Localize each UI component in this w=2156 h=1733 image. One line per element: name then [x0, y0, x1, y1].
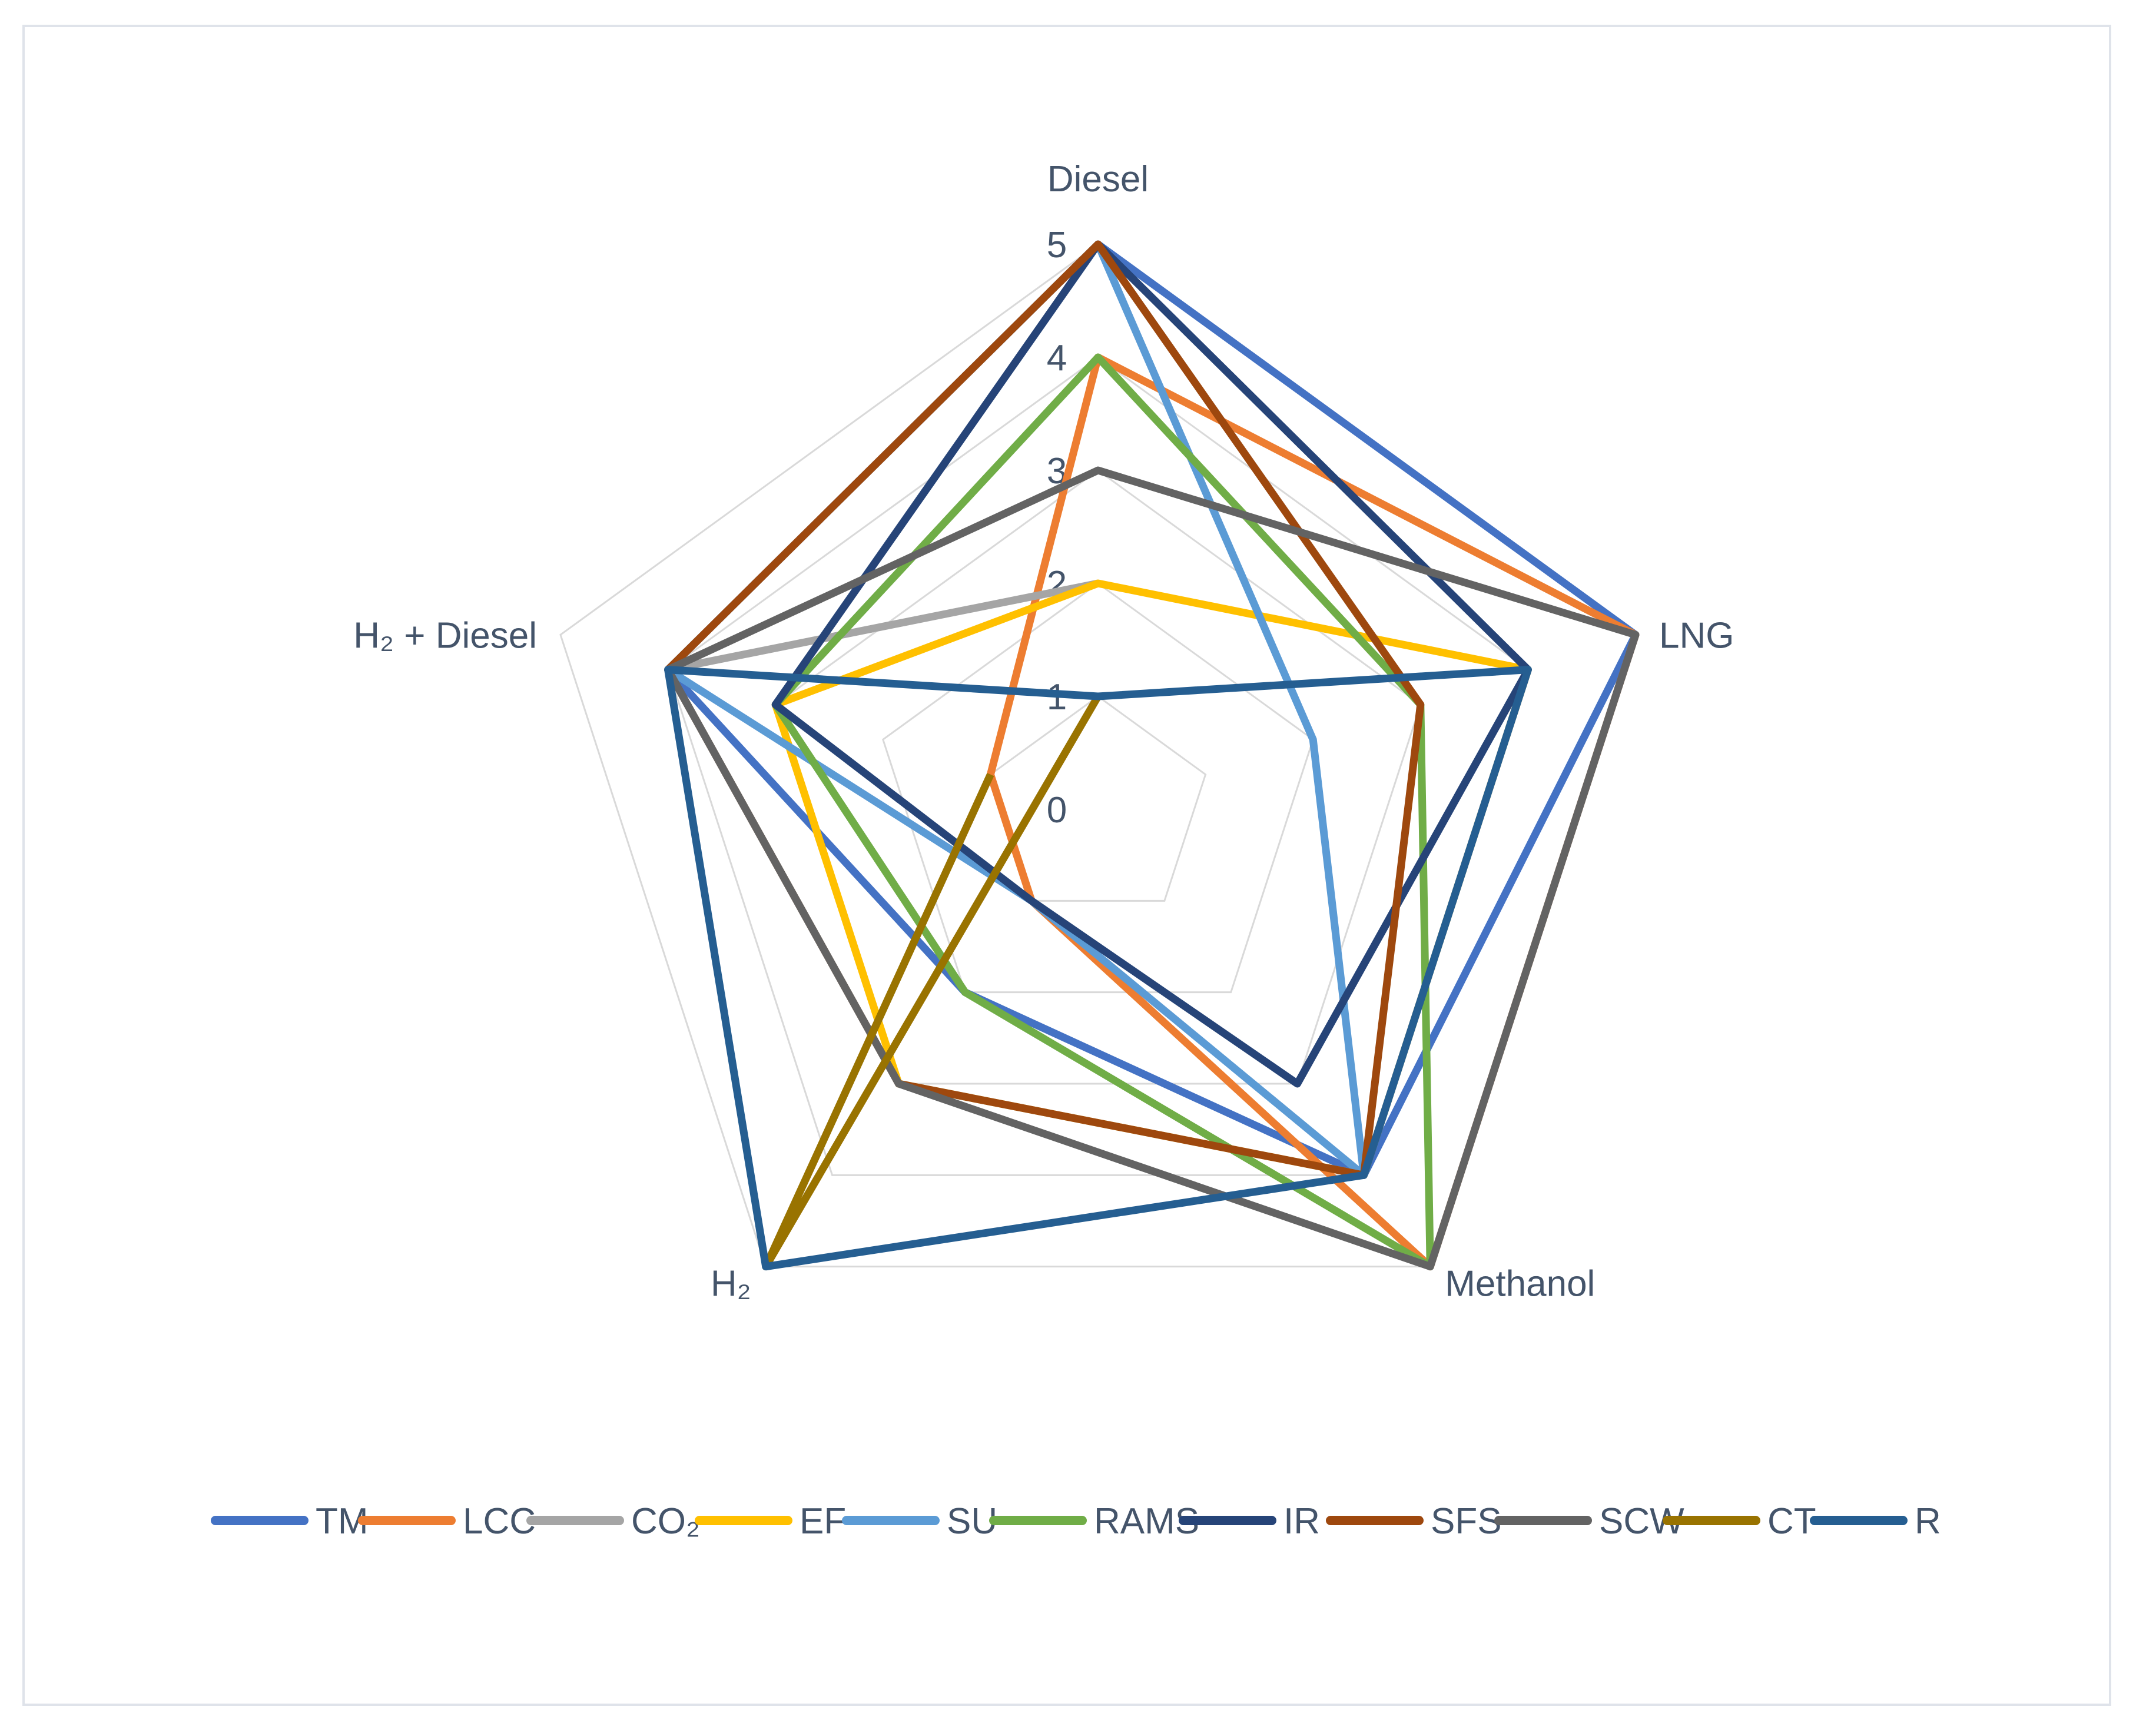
legend: TM LCC CO₂ EF SU RAMS IR SFS SCW CT R: [211, 1501, 1941, 1542]
axis-label-1: LNG: [1659, 615, 1734, 656]
series-line-rams: [771, 353, 1434, 1271]
series-line-r: [664, 666, 1532, 1271]
axis-label-4: H₂ + Diesel: [353, 615, 537, 656]
legend-label-co: CO₂: [631, 1501, 700, 1542]
series-line-su: [664, 240, 1368, 1179]
chart-frame: [22, 25, 2111, 1706]
grid-layer: [559, 243, 1637, 1268]
legend-label-ef: EF: [800, 1501, 846, 1542]
legend-label-sfs: SFS: [1431, 1501, 1502, 1542]
legend-label-lcc: LCC: [463, 1501, 536, 1542]
tick-label-4: 4: [1047, 338, 1067, 379]
legend-label-su: SU: [947, 1501, 997, 1542]
legend-label-ct: CT: [1767, 1501, 1816, 1542]
series-line-co: [667, 579, 1099, 674]
axis-label-2: Methanol: [1445, 1264, 1595, 1304]
legend-label-ir: IR: [1283, 1501, 1320, 1542]
series-line-ct: [762, 694, 1102, 1271]
series-lines: [664, 240, 1640, 1271]
grid-ring-4: [666, 356, 1530, 1176]
legend-label-r: R: [1915, 1501, 1941, 1542]
grid-ring-5: [559, 243, 1637, 1268]
series-line-scw: [664, 466, 1640, 1271]
tick-label-5: 5: [1047, 225, 1067, 265]
grid-ring-2: [882, 582, 1314, 994]
series-line-ir: [771, 240, 1532, 1088]
grid-ring-1: [989, 695, 1207, 902]
axis-label-0: Diesel: [1047, 159, 1149, 200]
tick-label-0: 0: [1047, 790, 1067, 831]
series-line-lcc: [986, 353, 1640, 1271]
axis-labels: Diesel LNG Methanol H₂ H₂ + Diesel: [353, 159, 1734, 1304]
series-line-sfs: [664, 240, 1425, 1179]
axis-label-3: H₂: [711, 1264, 751, 1304]
grid-ring-3: [774, 469, 1422, 1085]
